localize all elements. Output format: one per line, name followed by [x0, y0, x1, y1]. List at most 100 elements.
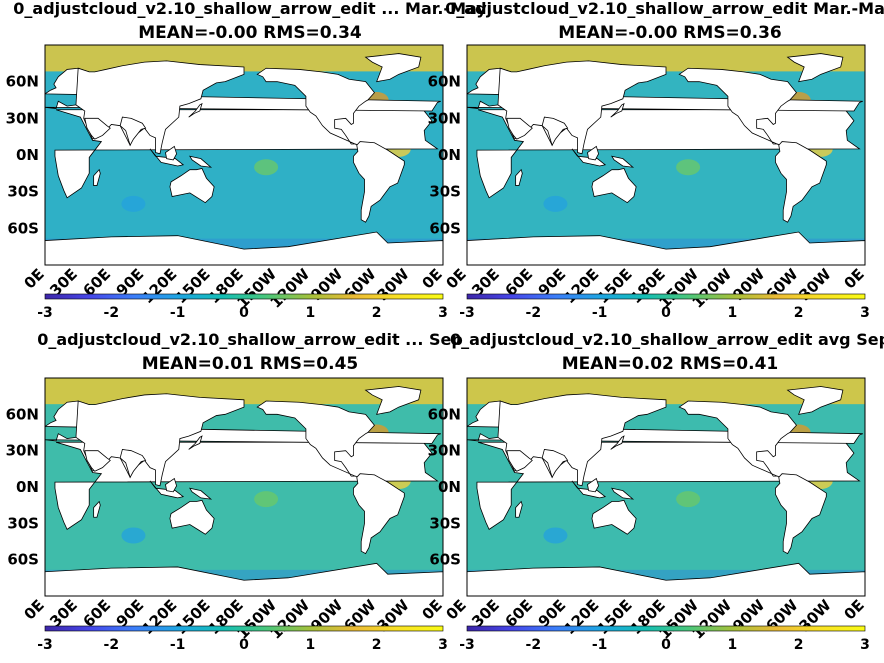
y-tick-label: 30N — [6, 442, 39, 460]
land-mass — [84, 117, 111, 140]
land-mass — [467, 231, 865, 265]
map-panel-2: 0_adjustcloud_v2.10_shallow_arrow_edit M… — [428, 0, 884, 321]
colorbar — [44, 293, 444, 300]
land-mass — [353, 141, 405, 223]
y-tick-label: 0N — [16, 478, 39, 496]
colorbar-tick-label: -2 — [104, 305, 120, 321]
anomaly-blob — [676, 159, 701, 176]
colorbar-tick-label: 1 — [305, 305, 315, 321]
colorbar-tick-label: 0 — [661, 637, 671, 653]
land-mass — [353, 473, 405, 555]
colorbar-tick-label: 0 — [239, 305, 249, 321]
colorbar-tick-label: -1 — [170, 637, 186, 653]
colorbar-tick-label: 3 — [860, 637, 870, 653]
y-tick-label: 60S — [7, 551, 39, 569]
x-tick-label: 150E — [172, 596, 214, 638]
x-tick-label: 150E — [594, 596, 636, 638]
land-mass — [467, 562, 865, 596]
x-tick-label: 120E — [560, 265, 602, 307]
x-tick-label: 150E — [594, 265, 636, 307]
panel-title: 0_adjustcloud_v2.10_shallow_arrow_edit .… — [13, 0, 487, 18]
colorbar-tick-label: 1 — [305, 637, 315, 653]
colorbar — [466, 293, 866, 300]
y-tick-label: 0N — [438, 478, 461, 496]
y-tick-label: 0N — [438, 146, 461, 164]
land-mass — [591, 499, 637, 535]
land-mass — [188, 487, 213, 500]
y-tick-label: 60N — [428, 405, 461, 423]
land-mass — [587, 477, 599, 493]
panel-stats: MEAN=-0.00 RMS=0.36 — [558, 23, 782, 43]
y-tick-label: 30N — [6, 109, 39, 127]
land-mass — [119, 116, 147, 147]
x-tick-label: 120E — [138, 596, 180, 638]
map-area — [467, 45, 865, 265]
land-mass — [45, 231, 443, 265]
land-mass — [45, 562, 443, 596]
colorbar-tick-label: 2 — [794, 637, 804, 653]
x-tick-label: 0E — [418, 596, 445, 623]
colorbar-tick-label: 1 — [727, 637, 737, 653]
land-mass — [256, 67, 375, 146]
x-tick-label: 150E — [172, 265, 214, 307]
land-mass — [678, 400, 797, 478]
colorbar-tick-label: 1 — [727, 305, 737, 321]
land-mass — [256, 400, 375, 478]
land-mass — [541, 116, 569, 147]
x-tick-label: 0E — [442, 265, 469, 292]
anomaly-blob — [543, 195, 568, 212]
y-tick-label: 60N — [6, 73, 39, 91]
x-tick-label: 60E — [79, 596, 114, 631]
colorbar-tick-label: -2 — [526, 305, 542, 321]
land-mass — [775, 473, 827, 555]
anomaly-blob — [121, 195, 146, 212]
colorbar-tick-label: 3 — [860, 305, 870, 321]
land-mass — [497, 393, 667, 487]
y-tick-label: 60S — [7, 219, 39, 237]
land-mass — [169, 499, 215, 535]
x-tick-label: 0E — [840, 265, 867, 292]
land-mass — [786, 53, 844, 83]
panel-stats: MEAN=-0.00 RMS=0.34 — [138, 23, 362, 43]
land-mass — [84, 450, 111, 472]
colorbar-tick-label: 0 — [239, 637, 249, 653]
land-mass — [515, 500, 523, 518]
land-mass — [364, 53, 422, 83]
colorbar-tick-label: -3 — [459, 637, 475, 653]
colorbar-tick-label: -1 — [170, 305, 186, 321]
land-mass — [786, 386, 844, 415]
panel-stats: MEAN=0.01 RMS=0.45 — [142, 354, 358, 374]
x-tick-label: 0E — [840, 596, 867, 623]
x-tick-label: 0E — [442, 596, 469, 623]
colorbar-tick-label: -3 — [37, 305, 53, 321]
anomaly-blob — [254, 159, 279, 176]
anomaly-blob — [254, 491, 279, 508]
land-mass — [75, 60, 245, 155]
panel-title: 0_adjustcloud_v2.10_shallow_arrow_edit a… — [450, 330, 884, 349]
land-mass — [75, 393, 245, 487]
land-mass — [610, 487, 635, 500]
land-mass — [506, 450, 533, 472]
anomaly-blob — [676, 491, 701, 508]
colorbar — [44, 625, 444, 632]
colorbar-tick-label: 0 — [661, 305, 671, 321]
land-mass — [591, 167, 637, 204]
y-tick-label: 30S — [7, 514, 39, 532]
land-mass — [497, 60, 667, 155]
map-frame — [44, 44, 444, 266]
y-tick-label: 30S — [429, 514, 461, 532]
map-frame — [466, 44, 866, 266]
y-tick-label: 30N — [428, 109, 461, 127]
map-panel-1: 0_adjustcloud_v2.10_shallow_arrow_edit .… — [6, 0, 488, 321]
colorbar-tick-label: -3 — [37, 637, 53, 653]
map-area — [45, 45, 443, 265]
map-panel-4: 0_adjustcloud_v2.10_shallow_arrow_edit a… — [428, 330, 884, 653]
land-mass — [610, 435, 625, 450]
land-mass — [189, 155, 213, 168]
colorbar-tick-label: 2 — [372, 305, 382, 321]
land-mass — [506, 117, 533, 140]
x-tick-label: 0E — [418, 265, 445, 292]
y-tick-label: 30N — [428, 442, 461, 460]
land-mass — [93, 500, 101, 518]
colorbar-tick-label: -1 — [592, 637, 608, 653]
